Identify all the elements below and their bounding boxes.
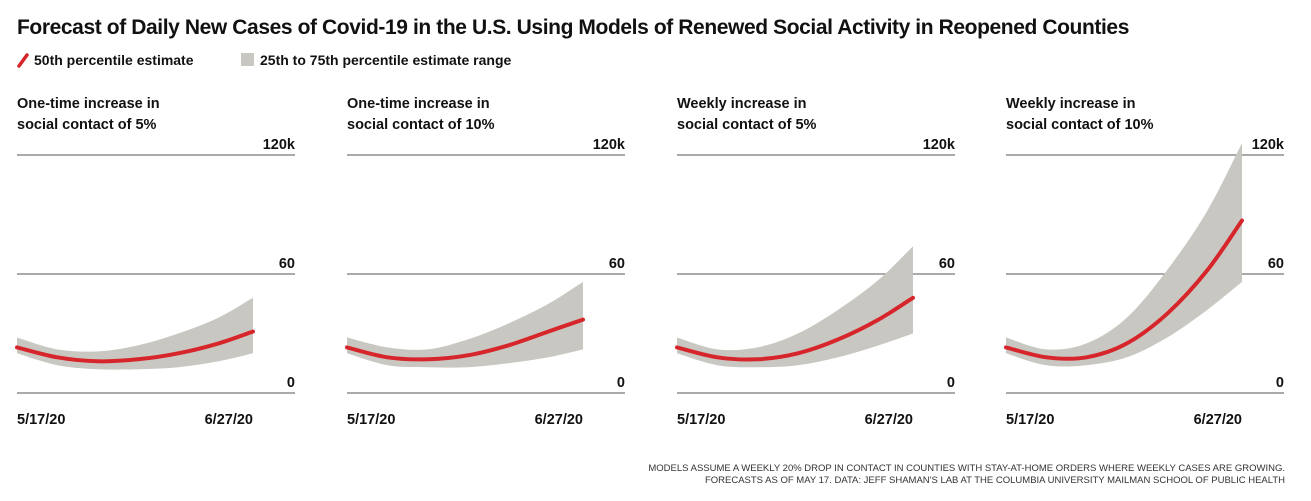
footnote: MODELS ASSUME A WEEKLY 20% DROP IN CONTA… [648,463,1285,474]
median-line [345,317,585,362]
chart-title: Forecast of Daily New Cases of Covid-19 … [17,16,1129,39]
panel-title: One-time increase in [17,96,160,112]
panel-title: social contact of 10% [347,117,495,133]
legend-label: 50th percentile estimate [34,52,194,68]
y-tick-label: 60 [279,256,295,272]
y-tick-label: 120k [1252,137,1285,153]
percentile-band [347,281,583,368]
y-tick-label: 0 [617,375,625,391]
x-tick-label: 5/17/20 [347,412,395,428]
y-tick-label: 120k [923,137,956,153]
x-tick-label: 6/27/20 [205,412,253,428]
y-tick-label: 0 [1276,375,1284,391]
footnote: FORECASTS AS OF MAY 17. DATA: JEFF SHAMA… [705,475,1285,486]
x-tick-label: 5/17/20 [1006,412,1054,428]
panel-title: Weekly increase in [677,96,807,112]
panel-title: Weekly increase in [1006,96,1136,112]
x-tick-label: 6/27/20 [865,412,913,428]
percentile-band [1006,143,1242,367]
percentile-band [677,246,913,368]
median-line [675,295,915,362]
y-tick-label: 60 [1268,256,1284,272]
y-tick-label: 0 [287,375,295,391]
x-tick-label: 6/27/20 [535,412,583,428]
x-tick-label: 5/17/20 [17,412,65,428]
legend-band-swatch [241,53,254,66]
x-tick-label: 6/27/20 [1194,412,1242,428]
y-tick-label: 60 [609,256,625,272]
legend-line-swatch [17,53,29,68]
median-line [15,329,255,364]
panel-title: social contact of 5% [17,117,157,133]
legend-label: 25th to 75th percentile estimate range [260,52,512,68]
y-tick-label: 120k [263,137,296,153]
y-tick-label: 60 [939,256,955,272]
median-line [1004,218,1244,361]
panel-title: One-time increase in [347,96,490,112]
y-tick-label: 120k [593,137,626,153]
panel-title: social contact of 5% [677,117,817,133]
y-tick-label: 0 [947,375,955,391]
x-tick-label: 5/17/20 [677,412,725,428]
panel-title: social contact of 10% [1006,117,1154,133]
